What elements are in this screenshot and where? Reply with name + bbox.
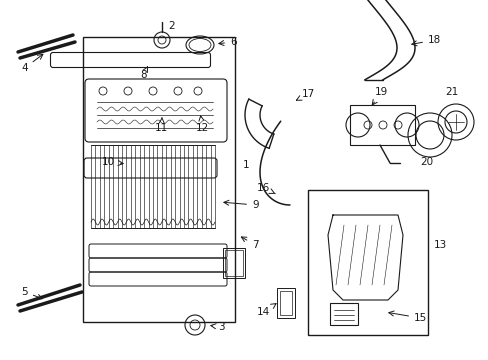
Text: 1: 1 [243,160,249,170]
Bar [349,105,414,145]
Text: 12: 12 [196,116,209,133]
Text: 6: 6 [219,37,236,47]
Text: 21: 21 [444,87,457,97]
Text: 16: 16 [256,183,275,194]
Text: 20: 20 [419,157,432,167]
Text: 15: 15 [388,311,427,323]
Text: 13: 13 [433,240,447,250]
Bar [83,37,235,322]
Bar [280,291,291,315]
Text: 8: 8 [140,67,147,80]
Text: 18: 18 [411,35,440,46]
Text: 14: 14 [256,303,276,317]
Text: 9: 9 [224,200,258,210]
Bar [307,190,427,335]
Text: 17: 17 [296,89,315,100]
Text: 10: 10 [102,157,123,167]
Bar [224,250,243,276]
Text: 11: 11 [155,117,168,133]
Bar [329,303,357,325]
Text: 3: 3 [210,322,224,332]
Bar [276,288,294,318]
Text: 4: 4 [21,54,43,73]
Bar [223,248,244,278]
Text: 5: 5 [21,287,42,299]
Text: 7: 7 [241,237,258,250]
Text: 2: 2 [168,21,174,31]
Text: 19: 19 [371,87,387,105]
